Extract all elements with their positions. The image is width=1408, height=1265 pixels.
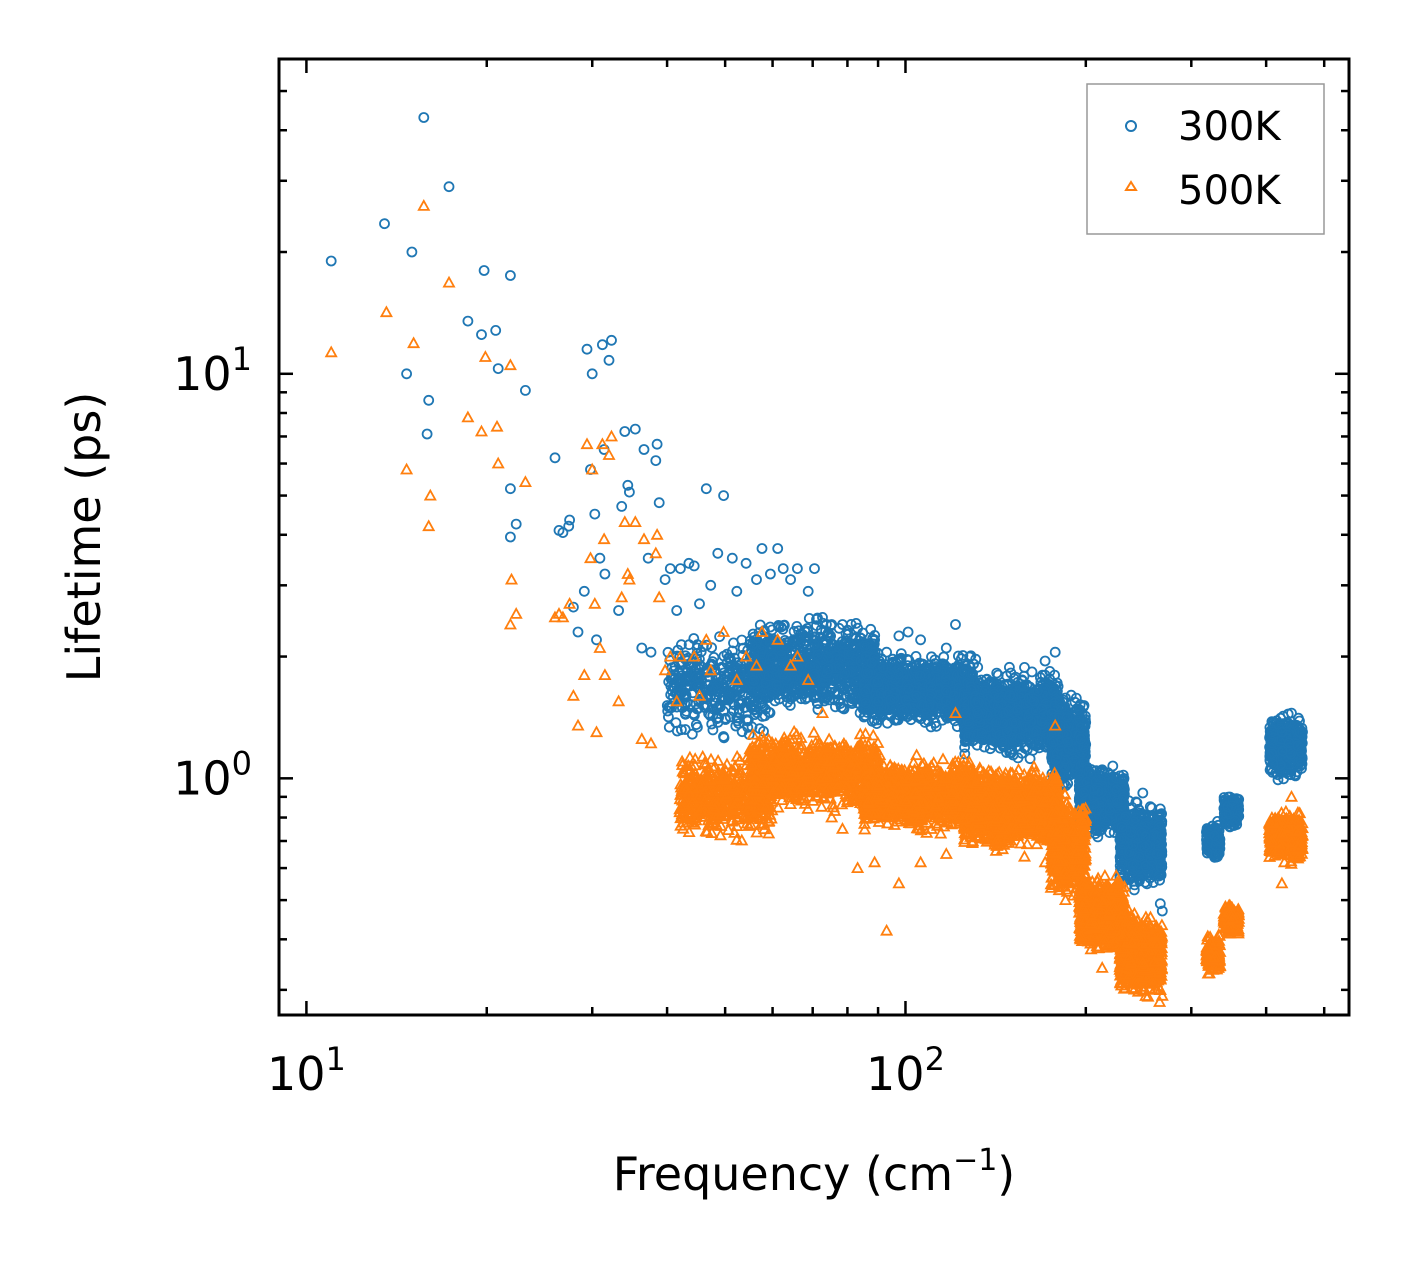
point-300k-band1 xyxy=(768,663,780,675)
point-300k-band0 xyxy=(694,685,706,697)
point-300k-band1 xyxy=(836,683,848,695)
point-300k-band1 xyxy=(788,634,799,646)
point-300k-band1 xyxy=(820,639,832,650)
point-300k-band0 xyxy=(663,711,674,723)
point-300k-band1 xyxy=(830,650,841,661)
point-300k-band0 xyxy=(734,686,746,698)
point-300k-band0 xyxy=(676,724,687,736)
point-300k-band1 xyxy=(811,697,823,709)
data-marks xyxy=(324,112,1309,1007)
point-300k-band0 xyxy=(691,642,703,654)
point-300k-band0 xyxy=(741,714,752,725)
point-300k-band0 xyxy=(707,682,719,694)
point-300k-band1 xyxy=(802,625,814,637)
point-300k-band1 xyxy=(771,660,783,672)
point-300k-band1 xyxy=(809,631,820,643)
point-300k-band0 xyxy=(670,717,682,729)
point-300k-band0 xyxy=(694,653,705,665)
point-300k-band1 xyxy=(747,699,759,711)
point-300k-band1 xyxy=(792,662,804,673)
point-300k-band1 xyxy=(839,667,851,679)
point-300k-band1 xyxy=(808,639,820,650)
point-300k-band1 xyxy=(829,694,841,706)
point-300k-band1 xyxy=(811,620,822,631)
point-300k-band1 xyxy=(859,640,870,651)
point-300k-band0 xyxy=(718,667,730,679)
point-300k-band0 xyxy=(676,639,687,651)
point-300k-band0 xyxy=(707,724,719,736)
point-300k-band1 xyxy=(767,652,779,663)
point-300k-band0 xyxy=(700,684,712,696)
point-300k-band1 xyxy=(747,639,758,651)
point-300k-band0 xyxy=(690,671,702,683)
point-300k-band1 xyxy=(795,693,807,705)
point-300k-band0 xyxy=(680,708,691,720)
point-300k-band1 xyxy=(850,618,862,629)
point-300k-band1 xyxy=(802,631,813,643)
point-300k-band1 xyxy=(773,621,784,633)
point-300k-band1 xyxy=(748,674,760,686)
point-300k-band0 xyxy=(666,702,677,713)
point-300k-band1 xyxy=(817,682,828,694)
point-300k-band1 xyxy=(811,614,822,625)
point-300k-band0 xyxy=(754,723,766,735)
point-300k-band1 xyxy=(843,638,855,649)
point-300k-band0 xyxy=(671,701,683,713)
point-300k-band0 xyxy=(712,701,724,713)
point-300k-band1 xyxy=(758,670,770,681)
point-300k-band0 xyxy=(708,652,720,663)
point-300k-band1 xyxy=(812,649,824,661)
point-300k-band1 xyxy=(828,662,840,674)
point-300k-band0 xyxy=(712,716,724,728)
point-300k-band0 xyxy=(723,692,734,703)
point-300k-band0 xyxy=(679,724,691,735)
point-300k-band1 xyxy=(772,684,784,695)
point-300k-band0 xyxy=(703,708,714,719)
point-300k-band1 xyxy=(846,698,858,709)
point-300k-band1 xyxy=(748,686,760,697)
point-300k-band1 xyxy=(822,663,834,675)
point-300k-band1 xyxy=(809,671,821,682)
point-300k-band0 xyxy=(694,671,706,683)
point-300k-band1 xyxy=(788,681,800,692)
point-300k-band0 xyxy=(731,712,743,724)
point-300k-band1 xyxy=(841,691,853,702)
point-300k-band0 xyxy=(688,633,700,644)
point-300k-band1 xyxy=(839,638,851,650)
point-300k-band0 xyxy=(728,698,740,710)
point-300k-band1 xyxy=(760,703,771,715)
point-300k-band0 xyxy=(680,689,692,701)
point-300k-band1 xyxy=(777,668,789,680)
point-300k-band0 xyxy=(693,702,704,714)
point-300k-band1 xyxy=(816,687,828,699)
point-300k-band1 xyxy=(845,666,856,678)
point-300k-band0 xyxy=(748,704,760,716)
point-300k-band1 xyxy=(835,701,847,713)
point-300k-band1 xyxy=(771,679,782,691)
point-300k-band1 xyxy=(763,670,775,682)
point-300k-band0 xyxy=(763,706,775,718)
point-300k-band0 xyxy=(718,732,730,744)
point-300k-band0 xyxy=(725,656,737,668)
point-300k-band0 xyxy=(666,672,678,684)
point-300k-band0 xyxy=(736,726,748,738)
point-300k-band1 xyxy=(805,648,817,660)
point-300k-band0 xyxy=(700,691,712,702)
